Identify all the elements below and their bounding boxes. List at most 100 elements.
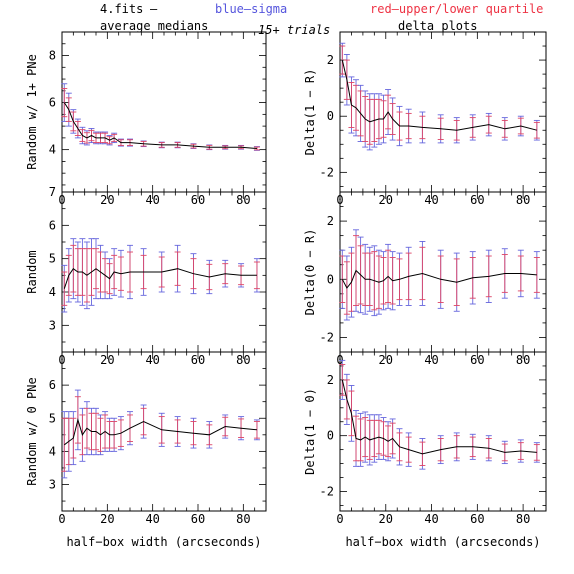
x-tick-label: 0 bbox=[336, 512, 343, 526]
y-tick-label: 2 bbox=[327, 53, 334, 67]
left-column-title: average medians bbox=[100, 19, 208, 33]
x-tick-label: 60 bbox=[470, 512, 484, 526]
error-bar-group bbox=[127, 138, 133, 147]
y-tick-label: 4 bbox=[49, 143, 56, 157]
error-bar-group bbox=[339, 359, 346, 400]
median-line bbox=[341, 269, 537, 289]
plot-frame bbox=[339, 351, 547, 512]
x-tick-label: 60 bbox=[191, 353, 205, 367]
plot-frame bbox=[339, 31, 547, 193]
figure-header: 4.fits – blue–sigma red–upper/lower quar… bbox=[100, 2, 543, 37]
x-tick-label: 60 bbox=[470, 353, 484, 367]
x-tick-label: 40 bbox=[424, 512, 438, 526]
median-line bbox=[63, 418, 257, 446]
y-tick-label: 0 bbox=[327, 429, 334, 443]
y-tick-label: -2 bbox=[320, 484, 334, 498]
x-axis-label: half−box width (arcseconds) bbox=[345, 535, 540, 549]
file-label: 4.fits bbox=[100, 2, 143, 16]
error-bar-group bbox=[533, 442, 540, 463]
y-tick-label: 5 bbox=[49, 252, 56, 266]
error-bar-group bbox=[353, 79, 360, 137]
x-tick-label: 40 bbox=[424, 353, 438, 367]
error-bar-group bbox=[253, 258, 260, 293]
y-tick-label: 5 bbox=[49, 411, 56, 425]
y-tick-label: -2 bbox=[320, 330, 334, 344]
error-bar-group bbox=[206, 144, 213, 151]
x-tick-label: 80 bbox=[516, 512, 530, 526]
x-tick-label: 80 bbox=[236, 512, 250, 526]
y-tick-label: 0 bbox=[327, 272, 334, 286]
error-bar-group bbox=[238, 416, 245, 441]
y-tick-label: 3 bbox=[49, 318, 56, 332]
x-axis-label: half−box width (arcseconds) bbox=[66, 535, 261, 549]
error-bar-group bbox=[339, 249, 346, 309]
y-axis-label: Delta(0 − R) bbox=[303, 229, 317, 316]
x-tick-label: 20 bbox=[100, 512, 114, 526]
x-tick-label: 40 bbox=[145, 512, 159, 526]
y-axis-label: Delta(1 − 0) bbox=[303, 388, 317, 475]
median-line bbox=[63, 102, 257, 149]
y-tick-label: 6 bbox=[49, 96, 56, 110]
y-tick-label: 4 bbox=[49, 444, 56, 458]
x-tick-label: 0 bbox=[58, 512, 65, 526]
x-tick-label: 80 bbox=[236, 193, 250, 207]
y-axis-label: Random w/ 0 PNe bbox=[25, 377, 39, 485]
right-column-title: delta plots bbox=[398, 19, 477, 33]
y-axis-label: Delta(1 − R) bbox=[303, 69, 317, 156]
x-tick-label: 40 bbox=[145, 193, 159, 207]
x-tick-label: 20 bbox=[100, 193, 114, 207]
y-axis-label: Random w/ 1+ PNe bbox=[25, 54, 39, 170]
header-dash: – bbox=[150, 2, 158, 16]
y-tick-label: -2 bbox=[320, 165, 334, 179]
y-tick-label: 2 bbox=[327, 214, 334, 228]
x-tick-label: 60 bbox=[191, 193, 205, 207]
error-bar-group bbox=[339, 42, 346, 78]
y-tick-label: 7 bbox=[49, 185, 56, 199]
y-tick-label: 2 bbox=[327, 373, 334, 387]
y-tick-label: 4 bbox=[49, 285, 56, 299]
error-bar-group bbox=[389, 97, 396, 141]
center-title: 15+ trials bbox=[258, 23, 330, 37]
y-tick-label: 0 bbox=[327, 109, 334, 123]
median-line bbox=[341, 379, 537, 455]
median-line bbox=[341, 59, 537, 131]
error-bar-group bbox=[190, 253, 197, 295]
x-tick-label: 40 bbox=[145, 353, 159, 367]
plot-frame bbox=[61, 31, 267, 193]
error-bar-group bbox=[61, 83, 68, 122]
error-bar-group bbox=[174, 141, 181, 149]
x-tick-label: 80 bbox=[516, 193, 530, 207]
x-tick-label: 20 bbox=[379, 193, 393, 207]
x-tick-label: 40 bbox=[424, 193, 438, 207]
error-bar-group bbox=[222, 144, 229, 150]
panel-bottom-left: 0 20 40 60 80 3 4 5 6 Random w/ 0 PNe bbox=[25, 351, 267, 526]
error-bar-group bbox=[453, 432, 460, 462]
x-tick-label: 20 bbox=[379, 512, 393, 526]
median-line bbox=[63, 267, 257, 289]
y-tick-label: 8 bbox=[49, 49, 56, 63]
error-bar-group bbox=[253, 146, 260, 151]
error-bar-group bbox=[533, 251, 540, 299]
x-tick-label: 80 bbox=[516, 353, 530, 367]
x-tick-label: 60 bbox=[470, 193, 484, 207]
legend-blue-sigma: blue–sigma bbox=[215, 2, 287, 16]
y-tick-label: 6 bbox=[49, 378, 56, 392]
error-bar-group bbox=[253, 419, 260, 441]
x-tick-label: 20 bbox=[379, 353, 393, 367]
y-axis-label: Random bbox=[25, 250, 39, 293]
y-tick-label: 3 bbox=[49, 478, 56, 492]
error-bar-group bbox=[533, 119, 540, 141]
y-tick-label: 6 bbox=[49, 218, 56, 232]
legend-red-quartile: red–upper/lower quartile bbox=[370, 2, 543, 16]
x-tick-label: 60 bbox=[191, 512, 205, 526]
x-tick-label: 80 bbox=[236, 353, 250, 367]
plot-frame bbox=[339, 191, 547, 353]
error-bar-group bbox=[238, 144, 245, 150]
